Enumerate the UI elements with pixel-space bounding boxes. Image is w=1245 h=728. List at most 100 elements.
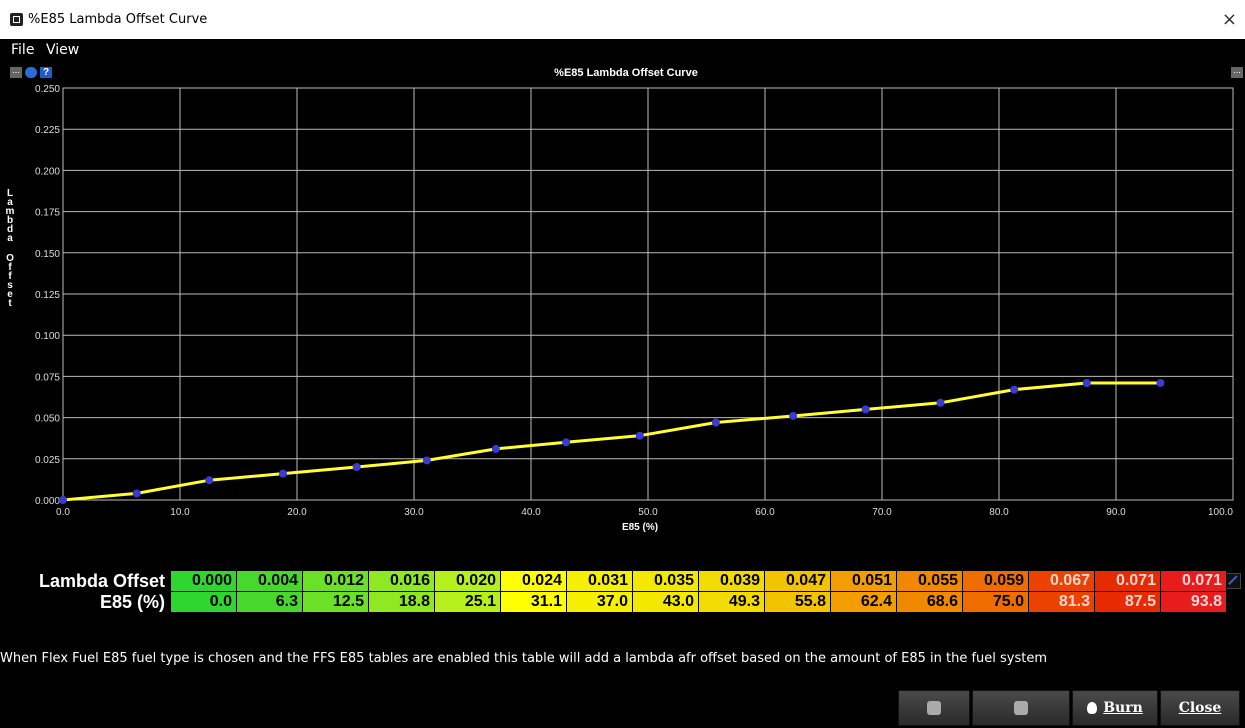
e85-cell[interactable]: 12.5	[302, 591, 369, 613]
close-icon[interactable]: ×	[1221, 9, 1237, 30]
y-tick-label: 0.025	[35, 455, 60, 466]
pen-icon[interactable]	[1225, 573, 1241, 589]
chart-grid	[62, 87, 1234, 501]
y-axis-label-glyph: O	[6, 253, 14, 264]
offset-cell[interactable]: 0.039	[698, 570, 765, 592]
data-point[interactable]	[562, 438, 571, 447]
data-point[interactable]	[1010, 385, 1019, 394]
offset-cell[interactable]: 0.035	[632, 570, 699, 592]
data-point[interactable]	[278, 469, 287, 478]
y-tick-label: 0.250	[35, 84, 60, 95]
x-axis-label: E85 (%)	[622, 522, 658, 533]
offset-cell[interactable]: 0.004	[236, 570, 303, 592]
y-axis-label-glyph: L	[7, 188, 13, 199]
table-row-offset: Lambda Offset 0.000 0.004 0.012 0.016 0.020 0…	[10, 570, 1227, 592]
y-tick-label: 0.125	[35, 290, 60, 301]
flame-icon	[1087, 702, 1098, 714]
e85-cell[interactable]: 0.0	[170, 591, 237, 613]
offset-cell[interactable]: 0.047	[764, 570, 831, 592]
e85-cell[interactable]: 37.0	[566, 591, 633, 613]
help-icon[interactable]: ?	[40, 67, 52, 78]
y-tick-label: 0.175	[35, 208, 60, 219]
data-point[interactable]	[59, 496, 67, 504]
undo-button[interactable]	[898, 690, 970, 726]
data-point[interactable]	[1156, 378, 1165, 387]
e85-cell[interactable]: 49.3	[698, 591, 765, 613]
series-points[interactable]	[59, 378, 1165, 504]
offset-cell[interactable]: 0.071	[1094, 570, 1161, 592]
data-point[interactable]	[711, 418, 720, 427]
offset-cell[interactable]: 0.012	[302, 570, 369, 592]
row-label-e85: E85 (%)	[10, 591, 171, 613]
e85-cell[interactable]: 55.8	[764, 591, 831, 613]
x-tick-label: 50.0	[638, 507, 658, 518]
cloud-icon[interactable]	[25, 67, 37, 78]
e85-cell[interactable]: 81.3	[1028, 591, 1095, 613]
data-point[interactable]	[936, 398, 945, 407]
e85-cell[interactable]: 43.0	[632, 591, 699, 613]
e85-cell[interactable]: 6.3	[236, 591, 303, 613]
x-tick-label: 70.0	[872, 507, 892, 518]
y-tick-label: 0.000	[35, 496, 60, 507]
e85-cell[interactable]: 18.8	[368, 591, 435, 613]
e85-cell[interactable]: 68.6	[896, 591, 963, 613]
close-label: Close	[1178, 700, 1222, 716]
data-point[interactable]	[352, 463, 361, 472]
offset-cell[interactable]: 0.051	[830, 570, 897, 592]
offset-cell[interactable]: 0.071	[1160, 570, 1227, 592]
offset-cell[interactable]: 0.020	[434, 570, 501, 592]
burn-button[interactable]: Burn	[1072, 690, 1158, 726]
offset-cell[interactable]: 0.016	[368, 570, 435, 592]
e85-cell[interactable]: 75.0	[962, 591, 1029, 613]
offset-cell[interactable]: 0.031	[566, 570, 633, 592]
chart-options-icon[interactable]: ...	[10, 66, 22, 78]
data-point[interactable]	[861, 405, 870, 414]
x-tick-label: 10.0	[170, 507, 190, 518]
series-line	[62, 381, 1161, 502]
chart-options-right-icon[interactable]: ...	[1231, 66, 1243, 78]
x-tick-label: 60.0	[755, 507, 775, 518]
chart-title: %E85 Lambda Offset Curve	[554, 67, 698, 79]
table-row-e85: E85 (%) 0.0 6.3 12.5 18.8 25.1 31.1 37.0 43.0 49…	[10, 591, 1227, 613]
e85-cell[interactable]: 87.5	[1094, 591, 1161, 613]
offset-cell[interactable]: 0.055	[896, 570, 963, 592]
y-axis-label-glyph: f	[8, 271, 12, 282]
data-point[interactable]	[422, 456, 431, 465]
e85-cell[interactable]: 25.1	[434, 591, 501, 613]
chart-toolbar: ...?	[10, 66, 55, 79]
x-tick-label: 100.0	[1208, 507, 1233, 518]
data-point[interactable]	[789, 411, 798, 420]
y-axis-label-glyph: a	[7, 233, 13, 244]
chart-background	[0, 61, 1245, 543]
y-tick-label: 0.100	[35, 331, 60, 342]
e85-cell[interactable]: 93.8	[1160, 591, 1227, 613]
x-tick-label: 30.0	[404, 507, 424, 518]
window-title-bar: %E85 Lambda Offset Curve ×	[0, 0, 1245, 39]
x-tick-label: 40.0	[521, 507, 541, 518]
offset-cell[interactable]: 0.059	[962, 570, 1029, 592]
close-button[interactable]: Close	[1160, 690, 1240, 726]
offset-cell[interactable]: 0.024	[500, 570, 567, 592]
redo-icon	[1014, 701, 1028, 715]
curve-chart[interactable]: %E85 Lambda Offset Curve 0.000 0.025 0.0 50…	[0, 61, 1245, 543]
window-title: %E85 Lambda Offset Curve	[28, 12, 208, 27]
data-point[interactable]	[635, 431, 644, 440]
data-point[interactable]	[205, 476, 214, 485]
menu-view[interactable]: View	[46, 42, 80, 58]
x-tick-label: 80.0	[989, 507, 1009, 518]
redo-button[interactable]	[972, 690, 1070, 726]
data-point[interactable]	[132, 489, 141, 498]
offset-cell[interactable]: 0.000	[170, 570, 237, 592]
e85-cell[interactable]: 62.4	[830, 591, 897, 613]
e85-cell[interactable]: 31.1	[500, 591, 567, 613]
x-tick-label: 0.0	[56, 507, 70, 518]
undo-icon	[927, 701, 941, 715]
x-axis-ticks: 0.0 10.0 20.0 30.0 40.0 50.0 60.0 70.0 80.0 90.0 1…	[56, 507, 1233, 518]
data-point[interactable]	[1082, 378, 1091, 387]
y-axis-label-glyph: d	[7, 224, 13, 235]
y-tick-label: 0.075	[35, 372, 60, 383]
data-point[interactable]	[491, 444, 500, 453]
menu-file[interactable]: File	[11, 42, 35, 58]
offset-cell[interactable]: 0.067	[1028, 570, 1095, 592]
